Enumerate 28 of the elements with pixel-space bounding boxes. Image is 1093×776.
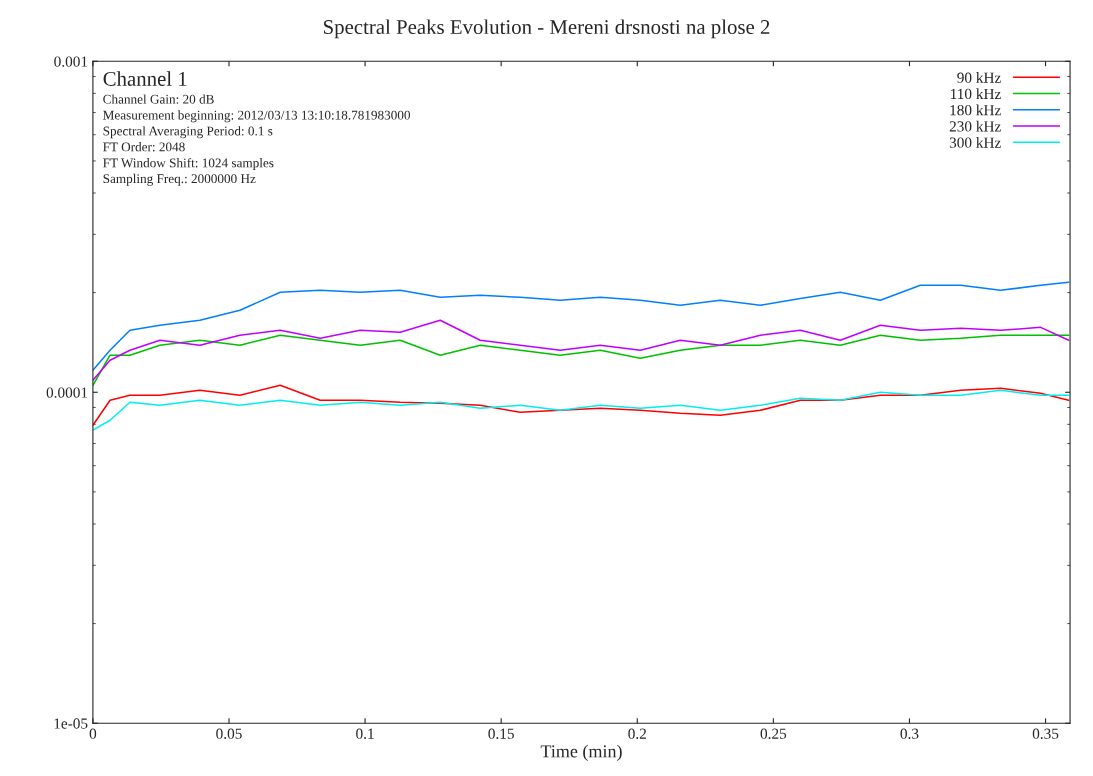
y-tick-label: 0.001 <box>54 56 88 67</box>
annotation: Channel 1 <box>103 71 187 86</box>
annotation: FT Window Shift: 1024 samples <box>103 157 274 171</box>
x-tick-label: 0.3 <box>900 728 919 739</box>
x-axis-title: Time (min) <box>540 744 622 762</box>
x-tick-label: 0.25 <box>760 728 787 739</box>
x-tick-label: 0.2 <box>628 728 646 739</box>
legend-label: 110 kHz <box>951 88 1001 100</box>
y-tick-label: 0.0001 <box>46 387 88 398</box>
x-tick-label: 0.35 <box>1032 728 1059 739</box>
annotation: FT Order: 2048 <box>103 142 185 152</box>
legend-label: 230 kHz <box>949 120 1001 132</box>
x-tick-label: 0 <box>89 728 97 739</box>
chart-title: Spectral Peaks Evolution - Mereni drsnosti na plose 2 <box>323 19 770 39</box>
annotation: Channel Gain: 20 dB <box>103 94 214 104</box>
annotation: Spectral Averaging Period: 0.1 s <box>103 126 273 139</box>
x-tick-label: 0.1 <box>356 728 374 739</box>
legend-label: 300 kHz <box>949 137 1001 148</box>
x-tick-label: 0.15 <box>488 728 514 739</box>
line-series <box>92 319 1070 382</box>
legend-label: 180 kHz <box>950 104 1001 116</box>
annotation: Measurement beginning: 2012/03/13 13:10:18.781983000 <box>103 110 411 123</box>
line-series <box>92 281 1070 371</box>
annotation: Sampling Freq.: 2000000 Hz <box>103 173 256 186</box>
y-tick-label: 1e-05 <box>54 718 88 729</box>
legend-label: 90 kHz <box>957 72 1001 83</box>
x-tick-label: 0.05 <box>216 728 242 739</box>
line-series <box>92 334 1070 387</box>
